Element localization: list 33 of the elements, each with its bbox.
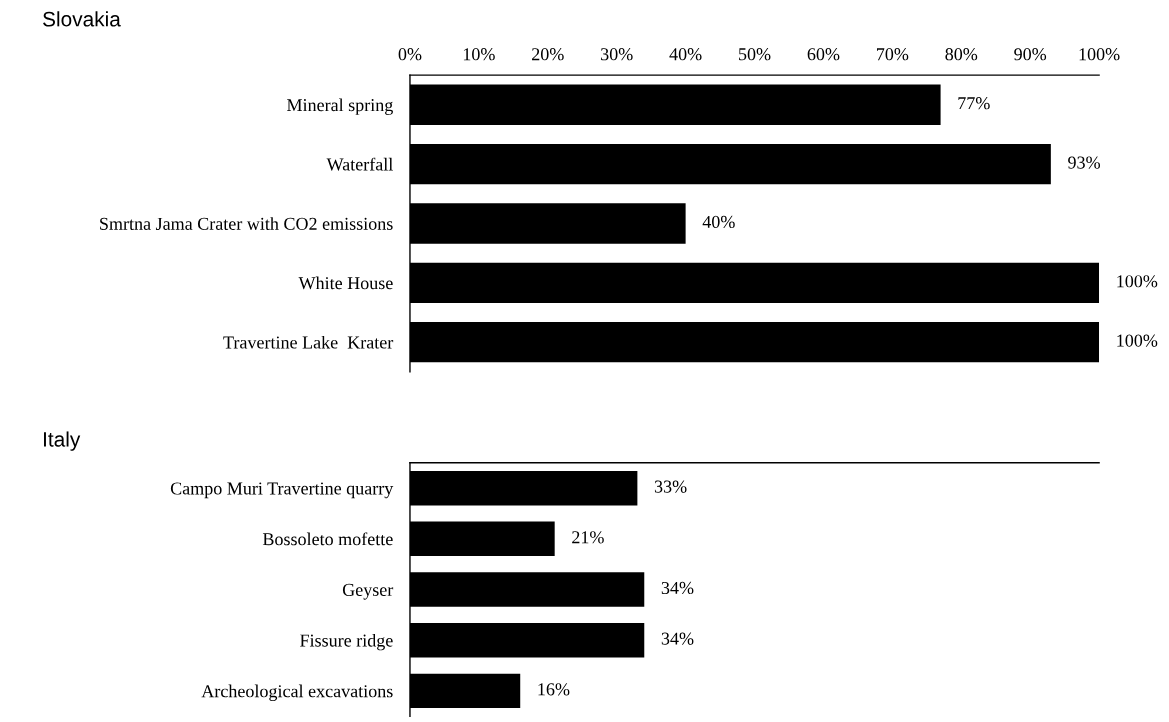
data-label: 21% [572, 531, 604, 544]
y-tick-label: Mineral spring [287, 98, 393, 115]
data-label: 100% [1117, 275, 1158, 288]
x-tick-label: 40% [669, 48, 702, 61]
text: Italy [44, 431, 81, 451]
x-tick-label: 80% [945, 48, 978, 61]
x-tick-label: 60% [807, 48, 840, 61]
y-tick-label: Bossoleto mofette [262, 532, 393, 546]
text: Slovakia [43, 11, 121, 27]
y-tick-label: Travertine Lake Krater [223, 335, 394, 349]
y-tick-label: Fissure ridge [300, 633, 393, 651]
data-label: 93% [1068, 156, 1100, 169]
y-tick-label: White House [298, 276, 393, 290]
data-label: 100% [1117, 334, 1158, 347]
data-label: 77% [958, 97, 990, 110]
data-label: 33% [654, 480, 687, 493]
y-tick-label: Waterfall [326, 157, 393, 171]
data-label: 40% [702, 215, 735, 229]
x-tick-label: 50% [739, 48, 771, 61]
y-tick-label: Archeological excavations [201, 684, 393, 702]
x-tick-label: 10% [463, 48, 495, 61]
y-tick-label: Campo Muri Travertine quarry [170, 482, 394, 499]
x-tick-label: 90% [1014, 48, 1047, 61]
x-tick-label: 20% [532, 48, 564, 61]
data-label: 34% [661, 632, 694, 645]
x-tick-label: 70% [877, 48, 909, 61]
data-label: 16% [538, 683, 570, 696]
data-label: 34% [661, 581, 694, 595]
x-tick-label: 0% [398, 48, 422, 61]
x-tick-label: 100% [1079, 48, 1120, 61]
y-tick-label: Smrtna Jama Crater with CO2 emissions [100, 217, 393, 230]
y-tick-label: Geyser [342, 583, 394, 600]
x-tick-label: 30% [601, 48, 633, 61]
